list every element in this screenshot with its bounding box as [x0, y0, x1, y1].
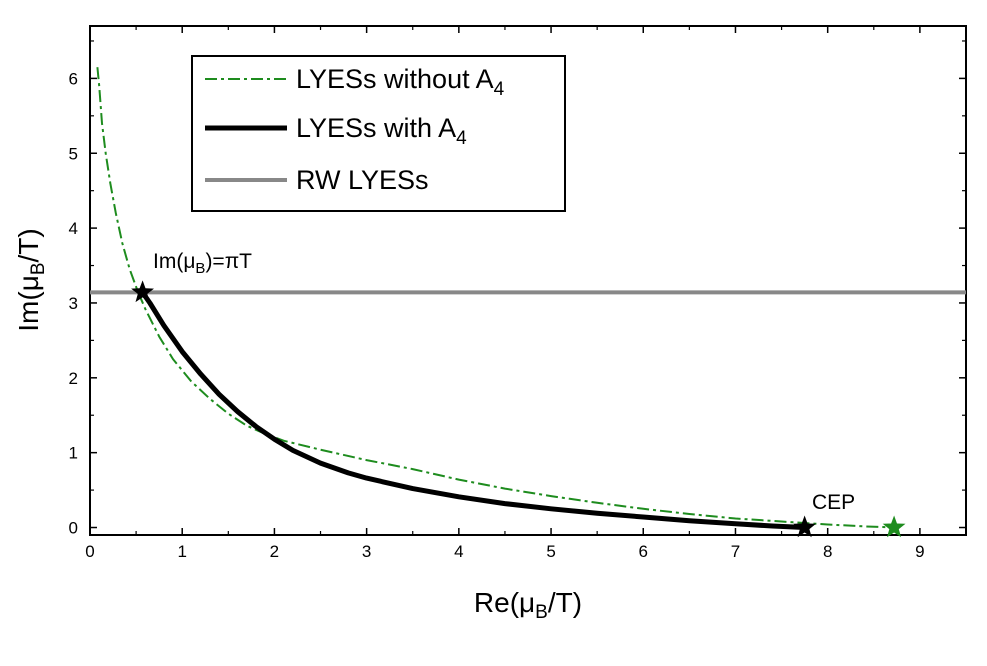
star-marker-cep-without-a4 [882, 515, 906, 538]
series-group [90, 67, 966, 530]
y-tick-label: 4 [69, 219, 78, 238]
y-tick-label: 3 [69, 294, 78, 313]
y-axis-title: Im(μB/T) [13, 228, 49, 331]
y-tick-label: 2 [69, 369, 78, 388]
x-tick-label: 4 [454, 542, 463, 561]
x-tick-label: 1 [177, 542, 186, 561]
marker-group [131, 280, 906, 538]
y-tick-label: 1 [69, 444, 78, 463]
x-tick-label: 2 [270, 542, 279, 561]
x-tick-label: 3 [362, 542, 371, 561]
y-tick-label: 6 [69, 69, 78, 88]
y-tick-label: 5 [69, 144, 78, 163]
x-tick-label: 9 [915, 542, 924, 561]
legend: LYESs without A4 LYESs with A4 RW LYESs [191, 55, 566, 212]
x-axis-title: Re(μB/T) [474, 587, 582, 623]
x-tick-label: 8 [823, 542, 832, 561]
series-line-without-a4 [96, 67, 895, 529]
legend-label-rw: RW LYESs [296, 165, 429, 195]
x-tick-label: 7 [731, 542, 740, 561]
x-tick-label: 6 [639, 542, 648, 561]
plot-frame [89, 25, 967, 536]
cep-annotation: CEP [812, 491, 855, 514]
y-tick-label: 0 [69, 519, 78, 538]
series-line-with-a4 [140, 291, 805, 530]
star-marker-rw-crossing [131, 280, 154, 303]
star-marker-cep [793, 515, 816, 538]
x-tick-label: 5 [546, 542, 555, 561]
legend-box [191, 55, 566, 212]
axis-ticks: 0 1 2 3 4 5 6 7 8 9 0 1 2 3 4 5 6 [69, 26, 967, 561]
pi-t-annotation: Im(μB)=πT [153, 250, 252, 277]
x-tick-label: 0 [85, 542, 94, 561]
